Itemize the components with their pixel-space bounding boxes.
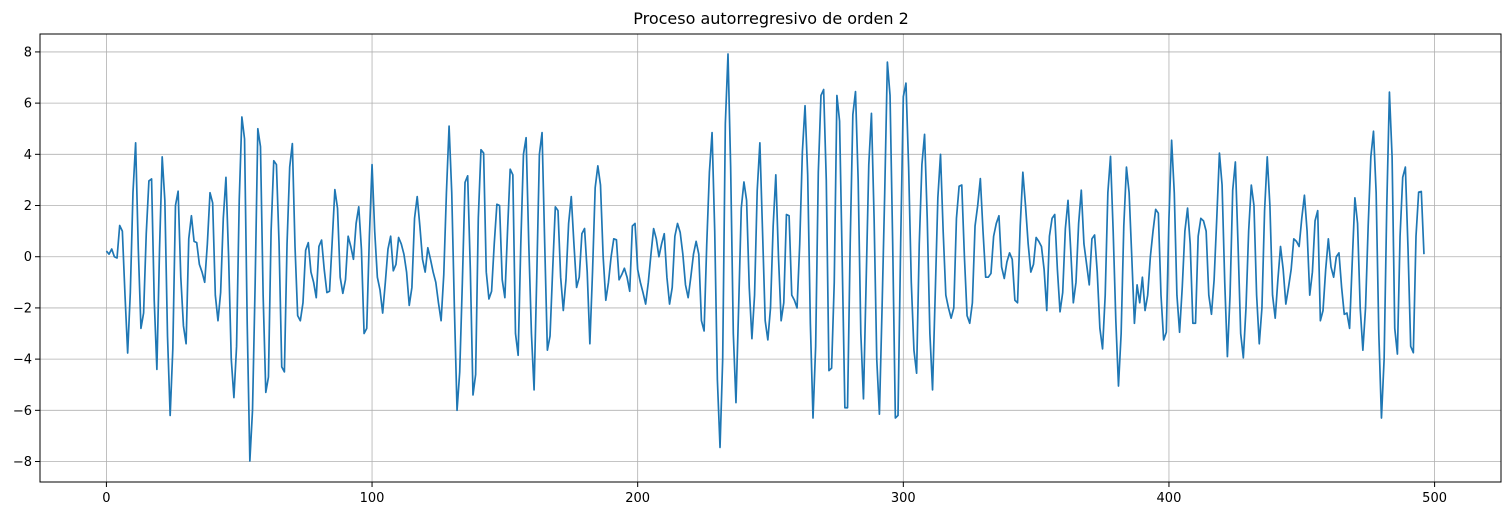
x-tick-label: 100 (360, 491, 385, 506)
y-tick-label: 6 (24, 97, 32, 112)
x-tick-label: 400 (1157, 491, 1182, 506)
y-tick-label: −2 (13, 301, 32, 316)
axis-ticks: 0 100 200 300 400 500 −8 −6 −4 −2 0 2 4 6 8 (13, 45, 1447, 506)
x-tick-label: 300 (891, 491, 916, 506)
x-tick-label: 0 (102, 491, 110, 506)
y-tick-label: 0 (24, 250, 32, 265)
y-tick-label: 2 (24, 199, 32, 214)
y-tick-label: 8 (24, 45, 32, 60)
series-line (105, 53, 1425, 462)
y-tick-label: 4 (24, 148, 32, 163)
y-tick-label: −4 (13, 353, 32, 368)
y-tick-label: −8 (13, 455, 32, 470)
x-tick-label: 200 (625, 491, 650, 506)
plot-area-frame (39, 33, 1502, 483)
x-tick-label: 500 (1422, 491, 1447, 506)
y-tick-label: −6 (13, 404, 32, 419)
series-layer (105, 53, 1425, 462)
chart-title: Proceso autorregresivo de orden 2 (633, 9, 909, 28)
